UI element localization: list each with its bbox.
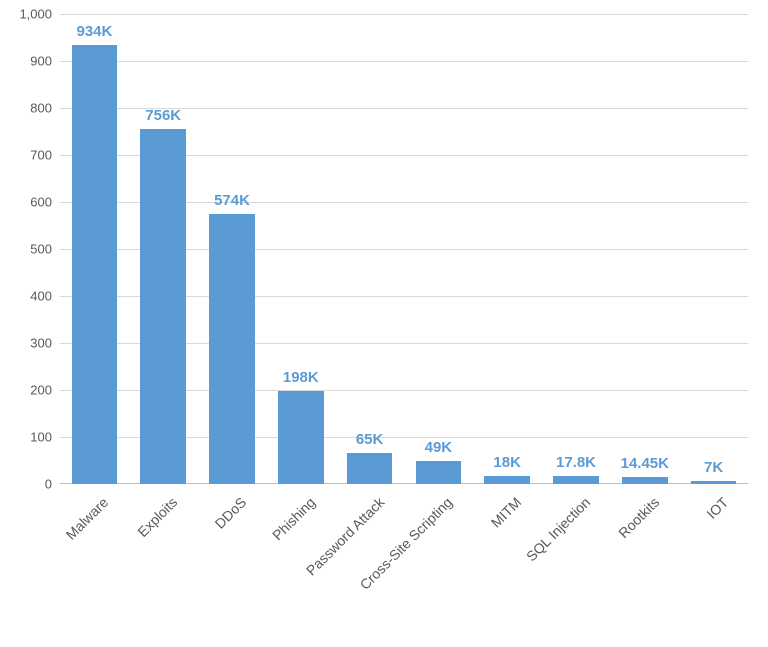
bar bbox=[278, 391, 323, 484]
x-tick-label: SQL Injection bbox=[441, 494, 594, 647]
bar bbox=[416, 461, 461, 484]
x-tick-label: Exploits bbox=[28, 494, 181, 647]
y-tick-label: 600 bbox=[2, 195, 52, 210]
y-tick-label: 0 bbox=[2, 477, 52, 492]
bar-value-label: 14.45K bbox=[621, 455, 669, 472]
x-tick-label: Password Attack bbox=[234, 494, 387, 647]
bar-value-label: 18K bbox=[493, 454, 521, 471]
bar bbox=[622, 477, 667, 484]
bar bbox=[553, 476, 598, 484]
y-tick-label: 800 bbox=[2, 101, 52, 116]
y-tick-label: 900 bbox=[2, 54, 52, 69]
y-tick-label: 700 bbox=[2, 148, 52, 163]
bar bbox=[691, 481, 736, 484]
y-tick-label: 300 bbox=[2, 336, 52, 351]
bar bbox=[72, 45, 117, 484]
y-tick-label: 1,000 bbox=[2, 7, 52, 22]
x-tick-label: IOT bbox=[578, 494, 731, 647]
bar-value-label: 65K bbox=[356, 431, 384, 448]
bar bbox=[484, 476, 529, 484]
bar-value-label: 756K bbox=[145, 107, 181, 124]
y-tick-label: 500 bbox=[2, 242, 52, 257]
bar bbox=[140, 129, 185, 484]
x-tick-label: MITM bbox=[372, 494, 525, 647]
x-tick-label: Cross-Site Scripting bbox=[303, 494, 456, 647]
y-tick-label: 400 bbox=[2, 289, 52, 304]
bar-value-label: 17.8K bbox=[556, 454, 596, 471]
x-tick-label: Rootkits bbox=[509, 494, 662, 647]
bar-value-label: 49K bbox=[425, 439, 453, 456]
bar-value-label: 198K bbox=[283, 369, 319, 386]
bar-value-label: 934K bbox=[76, 23, 112, 40]
gridline bbox=[60, 61, 748, 62]
bar-value-label: 574K bbox=[214, 192, 250, 209]
bar-value-label: 7K bbox=[704, 459, 723, 476]
x-tick-label: Phishing bbox=[165, 494, 318, 647]
x-tick-label: DDoS bbox=[97, 494, 250, 647]
y-tick-label: 200 bbox=[2, 383, 52, 398]
bar bbox=[347, 453, 392, 484]
y-tick-label: 100 bbox=[2, 430, 52, 445]
bar bbox=[209, 214, 254, 484]
bar-chart: 01002003004005006007008009001,000934KMal… bbox=[0, 0, 768, 630]
